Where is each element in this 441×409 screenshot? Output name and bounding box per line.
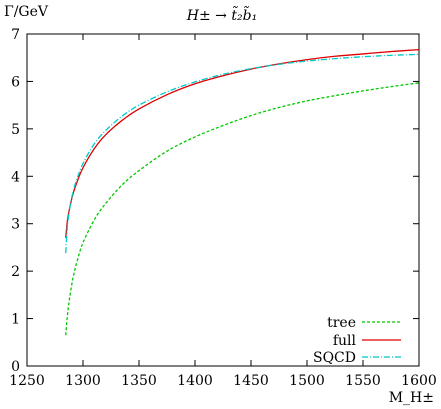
legend-label-full: full [333,333,357,349]
series-line-full [65,49,420,239]
x-tick-label: 1500 [289,373,325,389]
y-tick-label: 6 [11,74,20,90]
chart-title: H± → t̃₂b̃₁ [186,5,257,24]
series-lines [65,49,420,336]
x-tick-label: 1250 [9,373,45,389]
x-tick-label: 1450 [233,373,269,389]
x-tick-label: 1400 [177,373,213,389]
ticks: 1250 1300 1350 1400 1450 1500 1550 1600 0 1 2 3 4 5 6 7 [9,27,437,389]
x-tick-label: 1550 [345,373,381,389]
y-tick-label: 7 [11,27,20,43]
legend-label-tree: tree [327,315,356,331]
series-line-tree [65,82,420,336]
y-tick-label: 1 [11,312,20,328]
y-tick-label: 0 [11,359,20,375]
x-tick-label: 1300 [65,373,101,389]
x-axis-title: M_H± [389,390,434,406]
series-line-sqcd [65,53,420,254]
plot-frame [26,33,420,367]
y-tick-label: 2 [11,264,20,280]
y-tick-label: 4 [11,169,20,185]
y-axis-title: Γ/GeV [4,4,49,20]
x-tick-label: 1350 [121,373,157,389]
y-tick-label: 3 [11,217,20,233]
legend-label-sqcd: SQCD [313,350,356,366]
x-tick-label: 1600 [401,373,437,389]
y-tick-label: 5 [11,122,20,138]
